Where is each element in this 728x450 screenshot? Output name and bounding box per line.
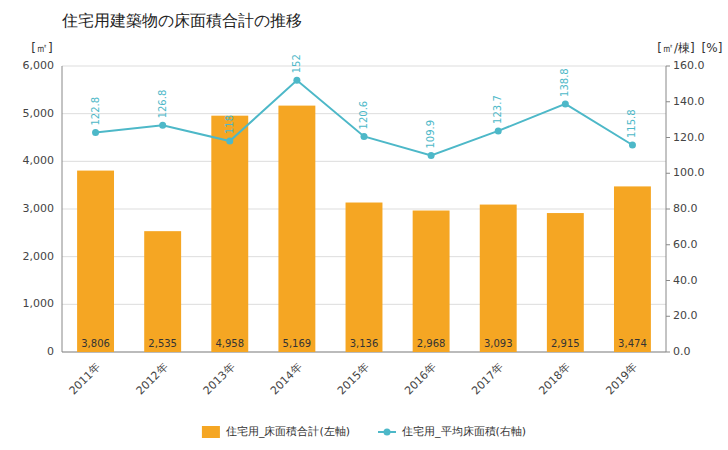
x-tick-label: 2015年 [335, 361, 372, 398]
line-marker [226, 138, 233, 145]
bar-label: 5,169 [283, 338, 312, 349]
line-marker [159, 122, 166, 129]
bar-label: 3,474 [618, 338, 647, 349]
y2-tick-label: 80.0 [673, 202, 698, 215]
chart: 住宅用建築物の床面積合計の推移 0 1,000 2,000 3,000 4,000 5,00… [0, 0, 728, 450]
line [96, 80, 633, 155]
line-label: 126.8 [157, 90, 168, 119]
line-label: 138.8 [559, 68, 570, 97]
plot-area [77, 77, 651, 352]
y2-axis-label: [㎡/棟] [657, 41, 694, 55]
y-tick-label: 2,000 [23, 250, 55, 263]
y2-tick-label: 120.0 [673, 131, 705, 144]
x-tick-label: 2013年 [201, 361, 238, 398]
line-marker [495, 127, 502, 134]
y-tick-label: 6,000 [23, 59, 55, 72]
y2-tick-label: 160.0 [673, 59, 705, 72]
x-tick-label: 2011年 [67, 361, 104, 398]
legend-marker [384, 429, 391, 436]
line-label: 118 [224, 115, 235, 134]
y-axis-label: [㎡] [31, 41, 52, 55]
y-tick-label: 1,000 [23, 297, 55, 310]
y2-tick-label: 60.0 [673, 238, 698, 251]
x-tick-label: 2018年 [536, 361, 573, 398]
bar-label: 3,136 [350, 338, 379, 349]
bar [480, 205, 517, 352]
line-marker [293, 77, 300, 84]
legend: 住宅用_床面積合計(左軸) 住宅用_平均床面積(右軸) [202, 425, 526, 438]
line-marker [92, 129, 99, 136]
y-tick-label: 0 [47, 345, 54, 358]
bar [547, 213, 584, 352]
bar [614, 186, 651, 352]
legend-label: 住宅用_床面積合計(左軸) [226, 425, 350, 438]
y2-tick [666, 101, 670, 102]
line-label: 123.7 [492, 95, 503, 124]
y2-tick [666, 66, 670, 67]
y2-tick [666, 352, 670, 353]
y2-tick-label: 100.0 [673, 166, 705, 179]
x-tick-label: 2019年 [603, 361, 640, 398]
data-labels: 3,806 2,535 4,958 5,169 3,136 2,968 3,093 2,915… [81, 54, 647, 349]
line-label: 109.9 [425, 120, 436, 149]
bar-label: 2,968 [417, 338, 446, 349]
bar-label: 3,093 [484, 338, 513, 349]
legend-item: 住宅用_床面積合計(左軸) [202, 425, 350, 438]
bar [278, 106, 315, 352]
x-tick-label: 2016年 [402, 361, 439, 398]
y2-tick-label: 40.0 [673, 274, 698, 287]
grid-line [62, 161, 666, 162]
y2-axis [666, 66, 667, 352]
x-tick-label: 2012年 [134, 361, 171, 398]
bar [77, 171, 114, 352]
y-axis [62, 66, 63, 352]
y2-tick [666, 137, 670, 138]
line-marker [629, 142, 636, 149]
y2-tick [666, 280, 670, 281]
x-tick-label: 2014年 [268, 361, 305, 398]
bar-label: 3,806 [81, 338, 110, 349]
line-marker [361, 133, 368, 140]
y2-tick-label: 140.0 [673, 95, 705, 108]
y-tick-label: 5,000 [23, 107, 55, 120]
x-tick-label: 2017年 [469, 361, 506, 398]
y-tick-label: 4,000 [23, 154, 55, 167]
bar [346, 203, 383, 352]
y2-tick-label: 0.0 [673, 345, 691, 358]
grid [62, 66, 666, 352]
bar-label: 4,958 [215, 338, 244, 349]
line-label: 115.8 [626, 109, 637, 138]
line-marker [428, 152, 435, 159]
y2-tick-label: 20.0 [673, 309, 698, 322]
line-label: 122.8 [90, 97, 101, 126]
legend-item: 住宅用_平均床面積(右軸) [378, 425, 526, 438]
annotation: [%] [702, 41, 723, 55]
y2-tick [666, 316, 670, 317]
bar-label: 2,535 [148, 338, 177, 349]
legend-swatch [202, 426, 220, 438]
line-label: 152 [291, 54, 302, 73]
y2-tick [666, 173, 670, 174]
line-label: 120.6 [358, 101, 369, 130]
bar [413, 211, 450, 352]
legend-label: 住宅用_平均床面積(右軸) [402, 425, 526, 438]
y-tick-label: 3,000 [23, 202, 55, 215]
grid-line [62, 66, 666, 67]
line-marker [562, 100, 569, 107]
bar [144, 231, 181, 352]
y2-tick [666, 244, 670, 245]
title: 住宅用建築物の床面積合計の推移 [61, 11, 302, 30]
bar [211, 116, 248, 352]
y2-tick [666, 209, 670, 210]
bar-label: 2,915 [551, 338, 580, 349]
